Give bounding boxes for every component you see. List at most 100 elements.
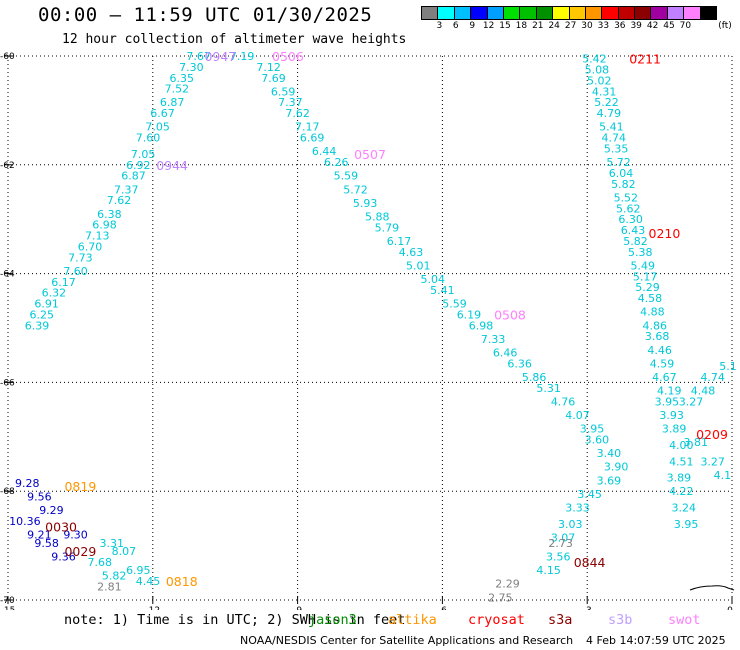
- wave-height-value: 3.60: [585, 434, 610, 447]
- wave-height-value: 6.98: [469, 319, 494, 332]
- wave-height-value: 3.69: [597, 474, 622, 487]
- wave-height-value: 6.32: [42, 287, 67, 300]
- wave-height-value: 6.92: [126, 159, 151, 172]
- wave-height-value: 6.04: [609, 167, 634, 180]
- time-tags: 0947 0506 0944 0507 0508 0211 0210 0209 0819 0818…: [45, 49, 728, 589]
- satellite-s3b: s3b: [608, 612, 633, 628]
- wave-height-value: 5.41: [599, 121, 624, 134]
- colorbar-label: 9: [469, 21, 476, 31]
- wave-height-value: 6.70: [78, 240, 103, 253]
- wave-height-value: 6.17: [51, 276, 76, 289]
- wave-height-value: 4.46: [647, 344, 672, 357]
- pass-time-tag: 0818: [166, 574, 198, 589]
- wave-height-value: 3.27: [700, 455, 725, 468]
- wave-height-value: 10.36: [9, 515, 41, 528]
- wave-height-value: 4.22: [669, 485, 694, 498]
- colorbar-label: 36: [614, 21, 626, 31]
- pass-time-tag: 0209: [696, 427, 728, 442]
- wave-height-value: 5.82: [623, 235, 648, 248]
- wave-height-value: 5.1: [719, 360, 737, 373]
- satellite-jason3: jason3: [308, 612, 357, 628]
- wave-height-value: 4.74: [700, 371, 725, 384]
- wave-height-value: 7.12: [256, 61, 281, 74]
- wave-height-value: 4.19: [657, 385, 682, 398]
- wave-height-value: 5.52: [614, 191, 639, 204]
- axis-labels: -15 -12 -9 -6 -3 0 -60 -62 -64 -66 -68 -70: [0, 52, 733, 610]
- credit-line: NOAA/NESDIS Center for Satellite Applica…: [240, 634, 574, 647]
- wave-height-value: 6.87: [160, 96, 185, 109]
- wave-height-value: 5.49: [630, 259, 655, 272]
- wave-height-value: 7.62: [107, 194, 132, 207]
- wave-height-value: 3.90: [604, 461, 629, 474]
- wave-height-value: 4.1: [714, 469, 732, 482]
- wave-height-value: 9.28: [15, 477, 40, 490]
- colorbar-label: 45: [663, 21, 675, 31]
- wave-height-value: 7.05: [145, 121, 170, 134]
- wave-height-value: 5.72: [606, 156, 631, 169]
- wave-height-value: 6.69: [300, 132, 325, 145]
- pass-time-tag: 0210: [649, 226, 681, 241]
- pass-time-tag: 0508: [494, 307, 526, 322]
- lat-lon-grid: [4, 55, 733, 604]
- wave-height-value: 7.60: [63, 265, 88, 278]
- wave-height-value: 4.88: [640, 306, 665, 319]
- satellite-s3a: s3a: [548, 612, 573, 628]
- lon-tick-label: 0: [727, 606, 733, 610]
- wave-height-value: 3.89: [667, 472, 692, 485]
- wave-height-value: 4.59: [650, 357, 675, 370]
- wave-height-value: 6.35: [170, 72, 195, 85]
- wave-height-value: 6.38: [97, 208, 122, 221]
- colorbar-label: 24: [548, 21, 560, 31]
- wave-height-value: 7.73: [68, 251, 93, 264]
- wave-height-value: 4.00: [669, 439, 694, 452]
- colorbar-label: 18: [515, 21, 528, 31]
- wave-height-value: 7.19: [230, 50, 255, 63]
- lon-tick-label: -12: [145, 606, 160, 610]
- wave-height-value: 5.42: [582, 53, 607, 66]
- pass-time-tag: 0211: [629, 52, 661, 67]
- colorbar-label: 42: [646, 21, 659, 31]
- wave-height-value: 6.25: [30, 308, 55, 321]
- wave-height-value: 6.17: [387, 235, 412, 248]
- wave-height-value: 6.30: [618, 213, 643, 226]
- wave-height-value: 9.30: [63, 529, 88, 542]
- wave-height-value: 6.46: [493, 346, 518, 359]
- lat-tick-label: -66: [0, 378, 15, 388]
- wave-height-value: 5.22: [594, 96, 619, 109]
- colorbar-label: 70: [679, 21, 692, 31]
- wave-height-value: 6.59: [271, 85, 296, 98]
- pass-time-tag: 0506: [272, 49, 304, 64]
- wave-height-value: 6.36: [507, 357, 532, 370]
- wave-height-value: 5.82: [611, 178, 636, 191]
- colorbar-label: 33: [597, 21, 610, 31]
- wave-height-value: 5.29: [635, 281, 660, 294]
- wave-height-value: 3.89: [662, 423, 687, 436]
- colorbar-label: 30: [581, 21, 593, 31]
- wave-height-value: 7.52: [165, 83, 190, 96]
- pass-time-tag: 0029: [64, 544, 96, 559]
- wave-height-value: 6.39: [25, 319, 50, 332]
- lon-tick-label: -9: [293, 606, 302, 610]
- wave-height-value: 4.86: [643, 319, 668, 332]
- wave-height-value: 6.43: [621, 224, 646, 237]
- pass-time-tag: 0944: [156, 158, 188, 173]
- wave-height-value: 5.02: [587, 74, 612, 87]
- wave-height-value: 4.31: [592, 85, 617, 98]
- wave-height-value: 3.68: [645, 330, 670, 343]
- lon-tick-label: -6: [438, 606, 447, 610]
- wave-height-value: 5.82: [102, 570, 127, 583]
- wave-height-value: 4.63: [399, 246, 424, 259]
- footer-note: note: 1) Time is in UTC; 2) SWH is in fe…: [64, 612, 406, 628]
- satellite-altika: altika: [388, 612, 437, 628]
- wave-height-value: 3.93: [659, 409, 684, 422]
- wave-height-value: 3.95: [674, 518, 699, 531]
- wave-height-value: 6.26: [324, 156, 349, 169]
- colorbar-swatch: [699, 6, 718, 20]
- map-subtitle: 12 hour collection of altimeter wave hei…: [62, 32, 407, 47]
- wave-height-value: 5.88: [365, 210, 390, 223]
- wave-height-value: 7.05: [131, 148, 156, 161]
- wave-height-value: 4.74: [601, 132, 626, 145]
- wave-height-value: 2.81: [97, 580, 122, 593]
- wave-height-value: 5.38: [628, 246, 653, 259]
- wave-height-value: 4.67: [652, 371, 677, 384]
